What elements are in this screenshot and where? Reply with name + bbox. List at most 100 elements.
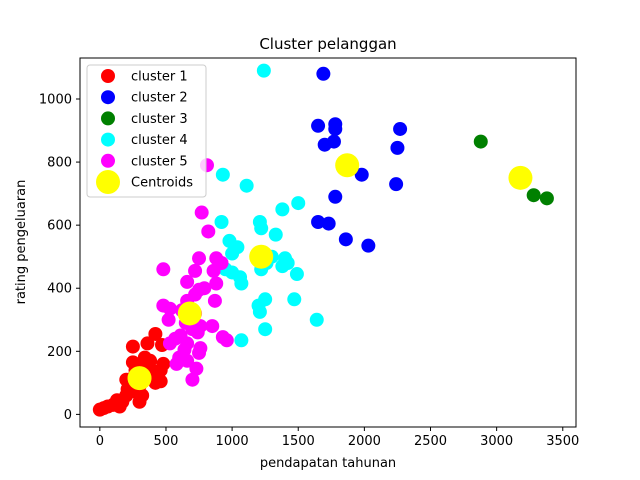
x-tick-label: 1500 — [282, 434, 315, 449]
point-cluster-3-1 — [526, 188, 541, 203]
point-cluster-5-25 — [190, 325, 205, 340]
point-cluster-4-0 — [256, 63, 271, 78]
point-cluster-1-23 — [135, 388, 150, 403]
point-cluster-5-7 — [188, 263, 203, 278]
point-cluster-5-36 — [180, 353, 195, 368]
point-cluster-4-27 — [309, 312, 324, 327]
x-tick-label: 2500 — [414, 434, 447, 449]
point-cluster-1-30 — [125, 339, 140, 354]
point-cluster-3-0 — [473, 134, 488, 149]
centroid-point-4 — [177, 301, 202, 326]
point-cluster-2-8 — [354, 167, 369, 182]
y-tick-label: 600 — [47, 219, 72, 234]
point-cluster-2-0 — [316, 66, 331, 81]
point-cluster-2-10 — [328, 189, 343, 204]
point-cluster-2-3 — [328, 117, 343, 132]
x-tick-label: 500 — [154, 434, 179, 449]
point-cluster-4-26 — [252, 304, 267, 319]
point-cluster-4-7 — [254, 221, 269, 236]
point-cluster-5-37 — [169, 356, 184, 371]
point-cluster-4-4 — [291, 196, 306, 211]
point-cluster-2-12 — [321, 216, 336, 231]
point-cluster-5-38 — [189, 361, 204, 376]
point-cluster-2-13 — [338, 232, 353, 247]
point-cluster-4-2 — [239, 178, 254, 193]
point-cluster-5-10 — [209, 276, 224, 291]
point-cluster-2-14 — [361, 238, 376, 253]
legend-marker-2 — [101, 111, 115, 126]
legend-box — [86, 64, 207, 198]
x-tick-label: 1000 — [216, 434, 249, 449]
x-tick-label: 3000 — [480, 434, 513, 449]
point-cluster-5-39 — [185, 372, 200, 387]
point-cluster-1-32 — [153, 374, 168, 389]
point-cluster-4-11 — [225, 246, 240, 261]
point-cluster-3-2 — [539, 191, 554, 206]
legend: cluster 1 cluster 2 cluster 3 cluster 4 clus… — [86, 64, 207, 198]
legend-label-3: cluster 4 — [131, 133, 188, 148]
point-cluster-4-3 — [275, 202, 290, 217]
point-cluster-4-16 — [275, 259, 290, 274]
point-cluster-4-28 — [258, 322, 273, 337]
y-axis-ticks: 0 200 400 600 800 1000 — [39, 93, 80, 423]
point-cluster-2-5 — [317, 137, 332, 152]
point-cluster-4-20 — [289, 267, 304, 282]
point-cluster-2-11 — [311, 215, 326, 229]
point-cluster-5-6 — [156, 262, 171, 277]
point-cluster-1-28 — [148, 326, 163, 341]
y-tick-label: 0 — [64, 408, 72, 423]
centroid-point-0 — [127, 366, 152, 391]
x-tick-label: 2000 — [348, 434, 381, 449]
point-cluster-5-1 — [194, 205, 209, 220]
legend-label-5: Centroids — [131, 176, 193, 191]
centroid-point-3 — [249, 244, 274, 269]
x-tick-label: 3500 — [546, 434, 579, 449]
y-axis-label: rating pengeluaran — [14, 180, 29, 305]
legend-label-2: cluster 3 — [131, 112, 188, 127]
legend-marker-5 — [96, 170, 120, 194]
point-cluster-1-27 — [140, 336, 155, 351]
chart-title: Cluster pelanggan — [259, 35, 396, 53]
legend-marker-4 — [101, 153, 115, 168]
centroid-point-2 — [508, 165, 533, 190]
point-cluster-2-1 — [311, 118, 326, 133]
point-cluster-4-5 — [214, 215, 229, 229]
point-cluster-4-29 — [234, 333, 249, 348]
y-tick-label: 400 — [47, 282, 72, 297]
y-tick-label: 200 — [47, 345, 72, 360]
point-cluster-4-8 — [268, 227, 283, 242]
legend-marker-3 — [101, 132, 115, 147]
centroid-point-1 — [335, 153, 360, 178]
point-cluster-2-6 — [393, 121, 408, 136]
point-cluster-5-34 — [192, 345, 207, 360]
point-cluster-4-22 — [234, 276, 249, 291]
x-tick-label: 0 — [96, 434, 104, 449]
plot-frame — [79, 57, 577, 428]
data-points-layer — [92, 63, 554, 417]
x-axis-label: pendapatan tahunan — [260, 456, 396, 471]
point-cluster-5-15 — [207, 293, 222, 308]
legend-label-0: cluster 1 — [131, 70, 188, 85]
point-cluster-5-9 — [180, 274, 195, 289]
point-cluster-4-1 — [215, 167, 230, 182]
legend-marker-0 — [101, 69, 115, 83]
legend-label-1: cluster 2 — [131, 91, 188, 106]
point-cluster-5-8 — [214, 256, 229, 270]
point-cluster-5-17 — [162, 301, 177, 316]
point-cluster-2-9 — [389, 177, 404, 192]
point-cluster-2-7 — [390, 140, 405, 155]
y-tick-label: 1000 — [39, 93, 72, 108]
x-axis-ticks: 0 500 1000 1500 2000 2500 3000 3500 — [96, 427, 579, 449]
y-tick-label: 800 — [47, 156, 72, 171]
legend-marker-1 — [101, 90, 115, 105]
point-cluster-5-23 — [205, 319, 220, 334]
point-cluster-1-21 — [156, 356, 171, 371]
point-cluster-4-23 — [287, 292, 302, 307]
point-cluster-5-2 — [201, 224, 216, 239]
point-cluster-5-30 — [162, 336, 177, 351]
point-cluster-5-4 — [192, 251, 207, 266]
point-cluster-5-20 — [161, 312, 176, 327]
legend-label-4: cluster 5 — [131, 154, 188, 169]
point-cluster-5-29 — [219, 333, 234, 348]
